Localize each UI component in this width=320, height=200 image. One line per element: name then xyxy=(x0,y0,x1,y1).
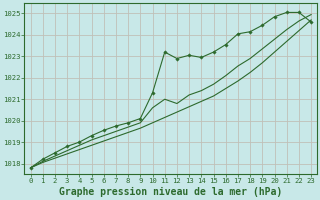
X-axis label: Graphe pression niveau de la mer (hPa): Graphe pression niveau de la mer (hPa) xyxy=(59,187,283,197)
